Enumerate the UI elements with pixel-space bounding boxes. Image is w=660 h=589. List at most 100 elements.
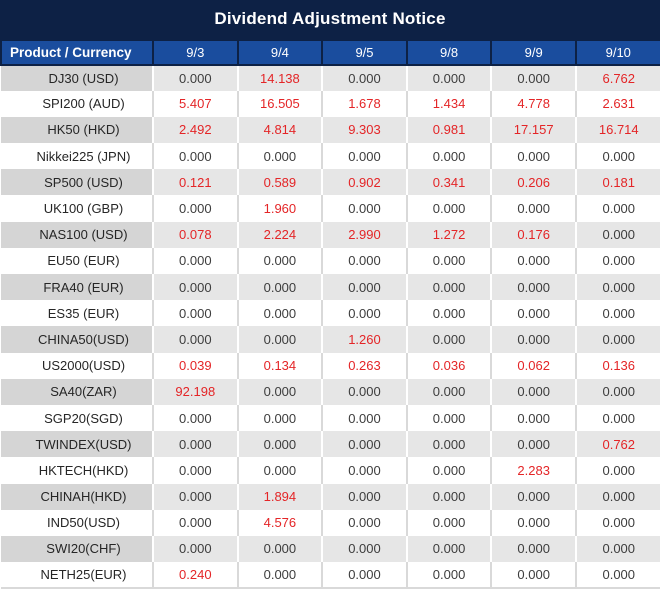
value-cell: 0.000 [491, 274, 577, 301]
product-cell: EU50 (EUR) [1, 247, 154, 274]
product-cell: SA40(ZAR) [1, 378, 154, 405]
value-cell: 9.303 [322, 116, 408, 144]
value-cell: 0.000 [153, 64, 239, 91]
table-row: CHINA50(USD) 0.000 0.000 1.260 0.000 0.0… [1, 326, 660, 353]
value-cell: 1.894 [237, 483, 324, 510]
value-cell: 0.000 [491, 300, 577, 327]
value-cell: 0.000 [237, 300, 324, 327]
value-cell: 0.263 [322, 352, 408, 379]
value-cell: 0.039 [153, 352, 239, 379]
value-cell: 17.157 [491, 116, 577, 144]
value-cell: 0.000 [237, 143, 324, 170]
value-cell: 4.814 [237, 116, 324, 144]
value-cell: 2.224 [237, 221, 324, 248]
product-cell: UK100 (GBP) [1, 195, 154, 222]
value-cell: 4.576 [237, 509, 324, 536]
table-row: SWI20(CHF) 0.000 0.000 0.000 0.000 0.000… [1, 535, 660, 563]
value-cell: 0.000 [575, 221, 660, 248]
value-cell: 0.000 [322, 195, 408, 222]
table-row: IND50(USD) 0.000 4.576 0.000 0.000 0.000… [1, 509, 660, 536]
value-cell: 0.181 [575, 169, 660, 196]
product-cell: TWINDEX(USD) [1, 431, 154, 458]
product-cell: FRA40 (EUR) [1, 274, 154, 301]
value-cell: 0.000 [406, 64, 493, 91]
value-cell: 0.000 [491, 143, 577, 170]
value-cell: 0.000 [237, 326, 324, 353]
table-row: SA40(ZAR) 92.198 0.000 0.000 0.000 0.000… [1, 378, 660, 405]
value-cell: 2.283 [491, 457, 577, 484]
column-header-date-3: 9/5 [321, 38, 408, 66]
value-cell: 0.000 [575, 457, 660, 484]
value-cell: 0.000 [322, 404, 408, 432]
table-row: HKTECH(HKD) 0.000 0.000 0.000 0.000 2.28… [1, 457, 660, 484]
product-cell: CHINAH(HKD) [1, 483, 154, 510]
value-cell: 0.000 [575, 483, 660, 510]
value-cell: 0.000 [153, 143, 239, 170]
value-cell: 0.000 [491, 562, 577, 589]
column-header-date-2: 9/4 [236, 38, 324, 66]
value-cell: 0.000 [406, 300, 493, 327]
value-cell: 0.000 [575, 247, 660, 274]
header-row: Product / Currency 9/3 9/4 9/5 9/8 9/9 9… [0, 38, 660, 66]
value-cell: 0.000 [237, 535, 324, 563]
value-cell: 2.631 [575, 90, 660, 117]
value-cell: 0.000 [491, 195, 577, 222]
value-cell: 0.000 [406, 247, 493, 274]
column-header-date-5: 9/9 [490, 38, 577, 66]
value-cell: 0.000 [237, 404, 324, 432]
value-cell: 0.000 [153, 404, 239, 432]
value-cell: 0.000 [575, 326, 660, 353]
table-row: UK100 (GBP) 0.000 1.960 0.000 0.000 0.00… [1, 195, 660, 222]
value-cell: 0.000 [153, 247, 239, 274]
column-header-date-1: 9/3 [152, 38, 239, 66]
value-cell: 0.240 [153, 562, 239, 589]
product-cell: NAS100 (USD) [1, 221, 154, 248]
value-cell: 1.678 [322, 90, 408, 117]
dividend-table: Product / Currency 9/3 9/4 9/5 9/8 9/9 9… [0, 38, 660, 589]
value-cell: 0.000 [237, 457, 324, 484]
value-cell: 4.778 [491, 90, 577, 117]
value-cell: 0.000 [322, 378, 408, 405]
value-cell: 1.960 [237, 195, 324, 222]
value-cell: 0.981 [406, 116, 493, 144]
value-cell: 0.000 [322, 274, 408, 301]
value-cell: 0.902 [322, 169, 408, 196]
value-cell: 0.000 [406, 483, 493, 510]
value-cell: 0.000 [491, 64, 577, 91]
product-cell: US2000(USD) [1, 352, 154, 379]
value-cell: 0.000 [575, 404, 660, 432]
table-row: ES35 (EUR) 0.000 0.000 0.000 0.000 0.000… [1, 300, 660, 327]
table-row: SP500 (USD) 0.121 0.589 0.902 0.341 0.20… [1, 169, 660, 196]
value-cell: 2.990 [322, 221, 408, 248]
page-title-text: Dividend Adjustment Notice [214, 9, 446, 28]
value-cell: 0.000 [406, 143, 493, 170]
value-cell: 0.000 [153, 509, 239, 536]
value-cell: 0.134 [237, 352, 324, 379]
value-cell: 0.000 [406, 431, 493, 458]
value-cell: 14.138 [237, 64, 324, 91]
table-row: SPI200 (AUD) 5.407 16.505 1.678 1.434 4.… [1, 90, 660, 117]
product-cell: HK50 (HKD) [1, 116, 154, 144]
column-header-date-6: 9/10 [574, 38, 660, 66]
value-cell: 0.000 [575, 378, 660, 405]
value-cell: 0.000 [491, 404, 577, 432]
value-cell: 0.000 [237, 247, 324, 274]
value-cell: 0.000 [406, 509, 493, 536]
value-cell: 0.000 [153, 535, 239, 563]
value-cell: 0.000 [575, 535, 660, 563]
value-cell: 5.407 [153, 90, 239, 117]
value-cell: 1.272 [406, 221, 493, 248]
value-cell: 92.198 [153, 378, 239, 405]
product-cell: SWI20(CHF) [1, 535, 154, 563]
product-cell: IND50(USD) [1, 509, 154, 536]
value-cell: 0.000 [406, 378, 493, 405]
value-cell: 0.000 [575, 300, 660, 327]
value-cell: 0.121 [153, 169, 239, 196]
value-cell: 0.000 [237, 431, 324, 458]
value-cell: 1.434 [406, 90, 493, 117]
value-cell: 0.000 [153, 483, 239, 510]
table-row: EU50 (EUR) 0.000 0.000 0.000 0.000 0.000… [1, 247, 660, 274]
product-cell: SGP20(SGD) [1, 404, 154, 432]
product-cell: DJ30 (USD) [1, 64, 154, 91]
value-cell: 0.000 [322, 431, 408, 458]
